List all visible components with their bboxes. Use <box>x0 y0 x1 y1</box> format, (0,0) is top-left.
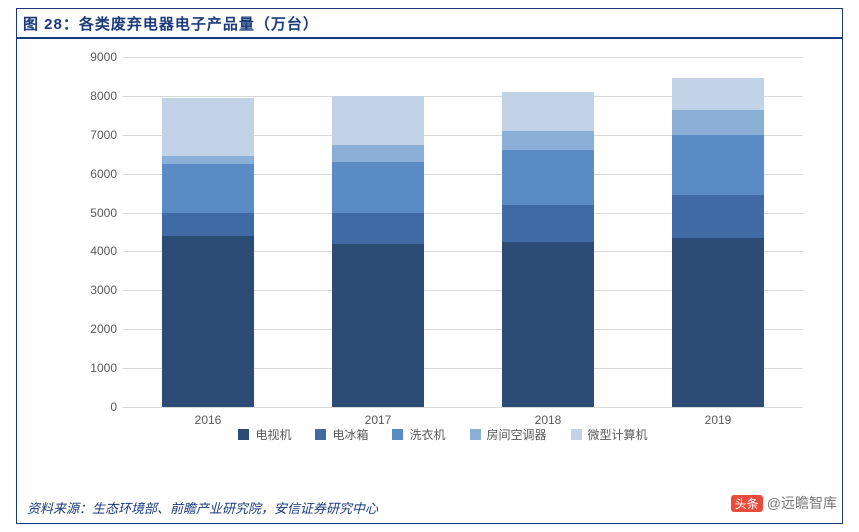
bar-segment <box>672 78 764 109</box>
legend: 电视机 电冰箱 洗衣机 房间空调器 微型计算机 <box>73 426 813 443</box>
bar-segment <box>672 238 764 407</box>
title-bar: 图 28：各类废弃电器电子产品量（万台） <box>17 9 842 39</box>
y-tick-label: 7000 <box>73 128 117 142</box>
legend-item: 电视机 <box>238 426 291 443</box>
legend-swatch <box>571 429 582 440</box>
legend-label: 洗衣机 <box>409 426 445 443</box>
legend-label: 微型计算机 <box>588 426 648 443</box>
y-tick-label: 9000 <box>73 50 117 64</box>
bar-segment <box>502 92 594 131</box>
bar-segment <box>332 213 424 244</box>
y-tick-label: 6000 <box>73 167 117 181</box>
figure-container: 图 28：各类废弃电器电子产品量（万台） 0100020003000400050… <box>16 8 843 524</box>
bar-segment <box>162 164 254 213</box>
legend-item: 电冰箱 <box>315 426 368 443</box>
chart-area: 0100020003000400050006000700080009000201… <box>73 57 813 437</box>
bar-segment <box>162 98 254 156</box>
bar-segment <box>162 236 254 407</box>
x-tick-label: 2019 <box>705 413 732 427</box>
x-tick-label: 2017 <box>365 413 392 427</box>
legend-item: 微型计算机 <box>571 426 648 443</box>
source-text: 资料来源：生态环境部、前瞻产业研究院，安信证券研究中心 <box>27 498 378 517</box>
grid-line <box>123 57 803 58</box>
watermark-badge: 头条 <box>731 495 763 512</box>
y-tick-label: 5000 <box>73 206 117 220</box>
y-tick-label: 1000 <box>73 361 117 375</box>
legend-swatch <box>315 429 326 440</box>
bar-segment <box>672 195 764 238</box>
bar-segment <box>162 156 254 164</box>
watermark-handle: @远瞻智库 <box>767 495 837 511</box>
bar-segment <box>672 135 764 195</box>
legend-swatch <box>470 429 481 440</box>
legend-item: 房间空调器 <box>470 426 547 443</box>
x-tick-label: 2018 <box>535 413 562 427</box>
x-tick-label: 2016 <box>195 413 222 427</box>
bar-segment <box>502 150 594 204</box>
legend-swatch <box>238 429 249 440</box>
bar-segment <box>332 145 424 163</box>
bar-segment <box>502 131 594 150</box>
bar-segment <box>502 205 594 242</box>
plot-area: 0100020003000400050006000700080009000201… <box>123 57 803 407</box>
y-tick-label: 8000 <box>73 89 117 103</box>
chart-title: 图 28：各类废弃电器电子产品量（万台） <box>23 13 319 34</box>
legend-swatch <box>392 429 403 440</box>
bar-segment <box>332 96 424 145</box>
y-tick-label: 0 <box>73 400 117 414</box>
legend-label: 房间空调器 <box>487 426 547 443</box>
y-tick-label: 4000 <box>73 244 117 258</box>
y-tick-label: 3000 <box>73 283 117 297</box>
legend-item: 洗衣机 <box>392 426 445 443</box>
watermark: 头条@远瞻智库 <box>727 492 841 514</box>
legend-label: 电冰箱 <box>332 426 368 443</box>
y-tick-label: 2000 <box>73 322 117 336</box>
bar-segment <box>332 162 424 213</box>
grid-line <box>123 407 803 408</box>
bar-segment <box>332 244 424 407</box>
bar-segment <box>672 110 764 135</box>
bar-segment <box>502 242 594 407</box>
legend-label: 电视机 <box>255 426 291 443</box>
bar-segment <box>162 213 254 236</box>
